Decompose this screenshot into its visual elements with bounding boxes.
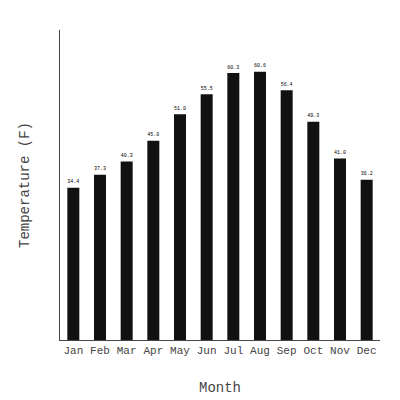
- svg-text:Jul: Jul: [223, 345, 243, 357]
- svg-text:41.0: 41.0: [334, 150, 346, 155]
- svg-text:Temperature (F): Temperature (F): [17, 122, 33, 248]
- svg-text:Month: Month: [199, 380, 241, 396]
- svg-text:37.3: 37.3: [94, 166, 106, 171]
- svg-text:56.4: 56.4: [281, 82, 293, 87]
- svg-text:Jun: Jun: [197, 345, 217, 357]
- svg-text:45.0: 45.0: [147, 132, 159, 137]
- svg-text:60.6: 60.6: [254, 63, 266, 68]
- svg-text:Apr: Apr: [143, 345, 163, 357]
- svg-text:60.3: 60.3: [227, 65, 239, 70]
- svg-text:Jan: Jan: [63, 345, 83, 357]
- svg-text:Oct: Oct: [303, 345, 323, 357]
- svg-text:34.4: 34.4: [67, 179, 79, 184]
- svg-text:36.2: 36.2: [361, 171, 373, 176]
- svg-text:Aug: Aug: [250, 345, 270, 357]
- svg-text:Feb: Feb: [90, 345, 110, 357]
- svg-text:Mar: Mar: [117, 345, 137, 357]
- svg-text:Nov: Nov: [330, 345, 350, 357]
- svg-text:Sep: Sep: [277, 345, 297, 357]
- svg-text:May: May: [170, 345, 190, 357]
- svg-text:49.3: 49.3: [307, 113, 319, 118]
- svg-text:Dec: Dec: [357, 345, 377, 357]
- svg-text:55.5: 55.5: [201, 86, 213, 91]
- svg-text:40.3: 40.3: [121, 153, 133, 158]
- svg-text:51.0: 51.0: [174, 106, 186, 111]
